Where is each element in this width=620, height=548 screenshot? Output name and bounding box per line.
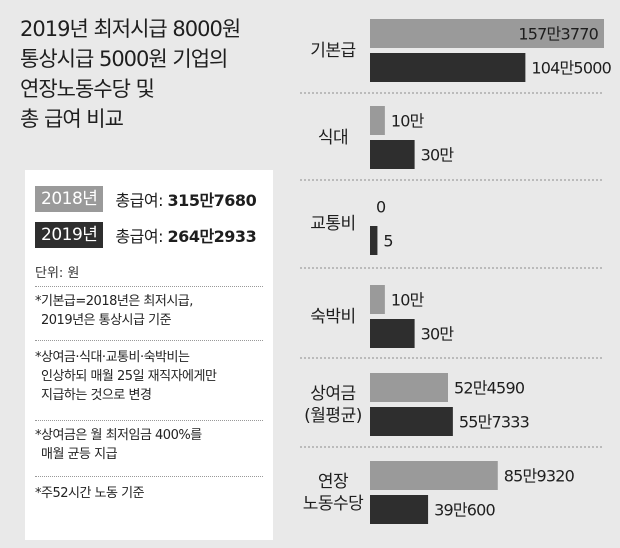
category-label: (월평균) [304,406,362,426]
value-label: 104만5000 [531,59,611,78]
footnote: *주52시간 노동 기준 [35,484,263,503]
bar [370,407,453,436]
category-label: 숙박비 [310,307,355,327]
footnote: *상여금은 월 최저임금 400%를 매월 균등 지급 [35,426,263,464]
category-label: 노동수당 [303,494,364,514]
title-line-2: 통상시급 5000원 기업의 [20,47,228,71]
bar [370,53,526,82]
footnote: *기본급=2018년은 최저시급, 2019년은 통상시급 기준 [35,292,263,330]
legend-total-value: 315만7680 [167,191,257,210]
footnote-line: 인상하되 매월 25일 재직자에게만 [41,369,217,384]
footnote-line: 2019년은 통상시급 기준 [41,313,172,328]
footnote-line: 매월 균등 지급 [41,447,118,462]
title-line-4: 총 급여 비교 [20,107,124,131]
footnote-line: *상여금·식대·교통비·숙박비는 [35,350,190,365]
legend-total-value: 264만2933 [167,227,257,246]
bar [370,226,378,255]
value-label: 157만3770 [518,25,598,44]
footnote-line: 지급하는 것으로 변경 [41,388,152,403]
value-label: 52만4590 [454,379,525,398]
value-label: 10만 [391,291,425,310]
value-label: 39만600 [434,501,495,520]
bar [370,461,498,490]
category-label: 연장 [318,472,349,492]
legend-total: 총급여: 315만7680 [115,187,256,211]
value-label: 0 [376,198,386,217]
footnote-line: *기본급=2018년은 최저시급, [35,294,193,309]
divider [35,286,263,287]
category-label: 교통비 [310,214,355,234]
value-label: 10만 [391,112,425,131]
divider [35,476,263,477]
footnote: *상여금·식대·교통비·숙박비는 인상하되 매월 25일 재직자에게만 지급하는… [35,348,263,405]
title-line-1: 2019년 최저시급 8000원 [20,17,241,41]
value-label: 85만9320 [504,467,575,486]
bar [370,19,604,48]
bar [370,373,448,402]
value-label: 5 [383,232,392,251]
bar [370,319,415,348]
unit-label: 단위: 원 [35,266,80,281]
value-label: 30만 [421,325,455,344]
divider [35,420,263,421]
divider [35,340,263,341]
value-label: 30만 [421,146,455,165]
legend-year-tag: 2019년 [35,222,104,248]
bar [370,495,429,524]
category-label: 기본급 [310,41,355,61]
bar [370,285,385,314]
category-label: 식대 [318,128,348,148]
legend-item-2018: 2018년 총급여: 315만7680 [35,186,257,212]
category-label: 상여금 [310,384,355,404]
legend-item-2019: 2019년 총급여: 264만2933 [35,222,257,248]
footnote-line: *주52시간 노동 기준 [35,486,145,501]
bar [370,140,415,169]
title-line-3: 연장노동수당 및 [20,77,155,101]
footnote-line: *상여금은 월 최저임금 400%를 [35,428,202,443]
legend-year-tag: 2018년 [35,186,104,212]
legend-prefix: 총급여: [115,191,168,210]
legend-panel: 2018년 총급여: 315만7680 2019년 총급여: 264만2933 … [25,170,273,540]
chart-title: 2019년 최저시급 8000원 통상시급 5000원 기업의 연장노동수당 및… [20,14,280,134]
legend-prefix: 총급여: [115,227,168,246]
value-label: 55만7333 [459,413,529,432]
legend-total: 총급여: 264만2933 [115,223,256,247]
bar [370,106,385,135]
